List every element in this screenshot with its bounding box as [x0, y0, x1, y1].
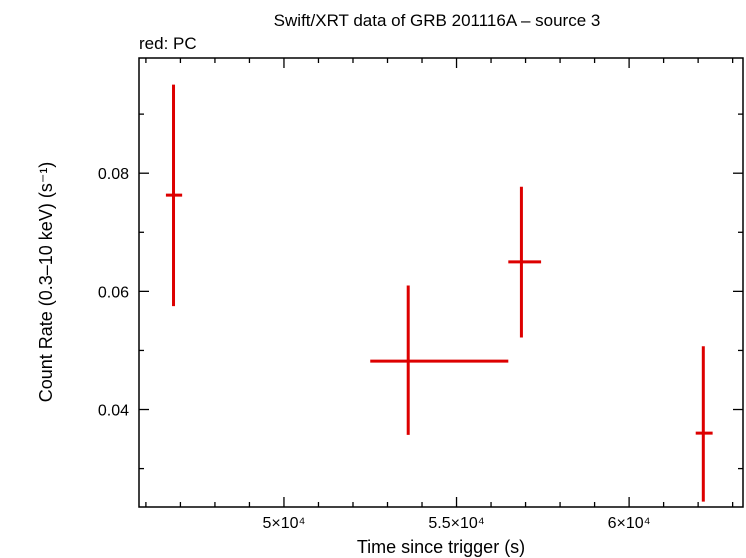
y-axis-label: Count Rate (0.3–10 keV) (s⁻¹): [36, 162, 56, 403]
data-point: [695, 346, 713, 502]
y-tick-label: 0.06: [98, 284, 129, 301]
x-tick-label: 5×10⁴: [262, 515, 305, 532]
data-point: [165, 84, 183, 307]
data-point: [370, 285, 509, 435]
y-tick-label: 0.04: [98, 403, 129, 420]
x-tick-label: 5.5×10⁴: [428, 515, 484, 532]
x-axis-label: Time since trigger (s): [357, 537, 525, 557]
y-tick-label: 0.08: [98, 166, 129, 183]
axis-ticks: [139, 58, 743, 507]
data-points: [165, 84, 713, 502]
plot-frame: [138, 57, 744, 508]
data-point: [508, 186, 542, 338]
x-tick-label: 6×10⁴: [608, 515, 651, 532]
tick-labels: 5×10⁴ 5.5×10⁴ 6×10⁴ 0.04 0.06 0.08: [98, 166, 651, 532]
chart-subtitle: red: PC: [139, 34, 197, 53]
chart-title: Swift/XRT data of GRB 201116A – source 3: [274, 11, 601, 30]
